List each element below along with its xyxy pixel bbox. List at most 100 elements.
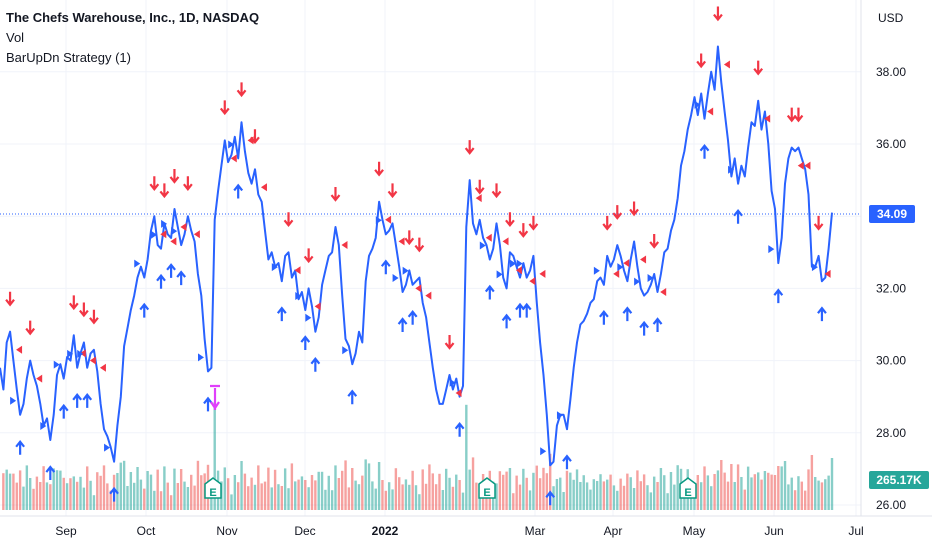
volume-bar [381,480,384,510]
sell-arrow [505,212,515,228]
strategy-markers [5,6,831,506]
long-entry-marker [496,270,503,279]
volume-bar [317,471,320,510]
volume-bar [408,484,411,510]
earnings-label: E [209,487,216,499]
long-entry-marker [171,227,178,236]
volume-bar [190,474,193,510]
buy-arrow [72,393,83,408]
buy-arrow [622,306,633,322]
buy-arrow [139,302,150,318]
volume-bar [377,462,381,510]
sell-arrow [649,233,660,249]
volume-bar [485,488,488,510]
volume-bar [146,471,149,510]
volume-bar [25,465,29,510]
volume-bar [136,467,139,510]
time-axis[interactable]: Sep Oct Nov Dec 2022 Mar Apr May Jun Jul [55,524,863,538]
volume-bar [538,478,542,510]
buy-arrow [639,320,649,336]
buy-arrow [300,335,311,351]
grid-lines [0,0,861,516]
volume-bar [585,482,589,510]
short-entry-marker [539,269,546,278]
x-tick-label: Jul [848,524,863,538]
volume-bar [606,479,609,510]
volume-indicator-label[interactable]: Vol [6,30,25,45]
short-entry-marker [99,363,106,372]
volume-bar [287,488,290,510]
volume-bar [351,468,354,510]
buy-arrow [652,317,663,333]
buy-arrow [58,403,69,419]
volume-bar [622,485,626,510]
volume-bar [424,483,428,510]
volume-bar [639,481,642,510]
symbol-title[interactable]: The Chefs Warehouse, Inc., 1D, NASDAQ [6,10,260,25]
volume-bar [86,466,89,510]
volume-bar [525,477,528,510]
volume-bar [746,466,750,510]
volume-bar [344,460,347,510]
volume-bar [290,463,294,510]
volume-bar [15,482,18,510]
volume-bar [69,478,72,510]
volume-bar [820,482,824,510]
x-tick-label: 2022 [372,524,399,538]
earnings-label: E [483,487,490,499]
volume-bar [294,481,297,510]
volume-bar [414,485,418,510]
sell-arrow [629,201,639,217]
short-entry-marker [804,161,811,170]
volume-bar [39,482,42,510]
volume-bar [565,470,569,510]
buy-arrow [773,288,784,304]
volume-bar [5,469,8,510]
volume-bar [243,473,247,510]
volume-bar [28,478,32,510]
volume-bar [250,477,253,510]
volume-bar [12,473,15,510]
volume-bar [8,473,12,510]
volume-bar [233,475,237,510]
volume-bar [817,480,820,510]
volume-bar [441,490,445,510]
volume-bar [552,486,555,510]
volume-bar [297,479,300,510]
long-entry-marker [556,411,563,420]
sell-arrow [159,183,170,199]
volume-bar [522,468,525,510]
sell-arrow [414,237,425,253]
volume-bar [797,476,800,510]
volume-bar [793,490,797,510]
volume-bar [367,463,371,510]
last-price-badge: 34.09 [869,205,915,223]
x-tick-label: Mar [525,524,546,538]
short-entry-marker [623,259,630,268]
short-entry-marker [797,161,804,170]
volume-bar [542,467,545,510]
short-entry-marker [723,60,730,69]
volume-bar [92,495,96,510]
short-entry-marker [398,237,405,246]
volume-bar [783,461,787,510]
volume-bar [394,468,398,510]
strategy-label[interactable]: BarUpDn Strategy (1) [6,50,131,65]
volume-bar [126,486,129,510]
volume-bar [320,471,324,510]
volume-bar [699,482,703,510]
long-entry-marker [40,422,47,431]
short-entry-marker [485,233,492,242]
volume-bar [763,471,767,510]
volume-bar [159,491,163,510]
volume-bar [334,465,337,510]
volume-bar [676,465,679,510]
long-entry-marker [67,349,74,358]
volume-bar [458,480,461,510]
volume-bar [669,472,673,510]
volume-bar [626,473,629,510]
volume-bar [582,475,585,510]
volume-bar [807,469,810,510]
